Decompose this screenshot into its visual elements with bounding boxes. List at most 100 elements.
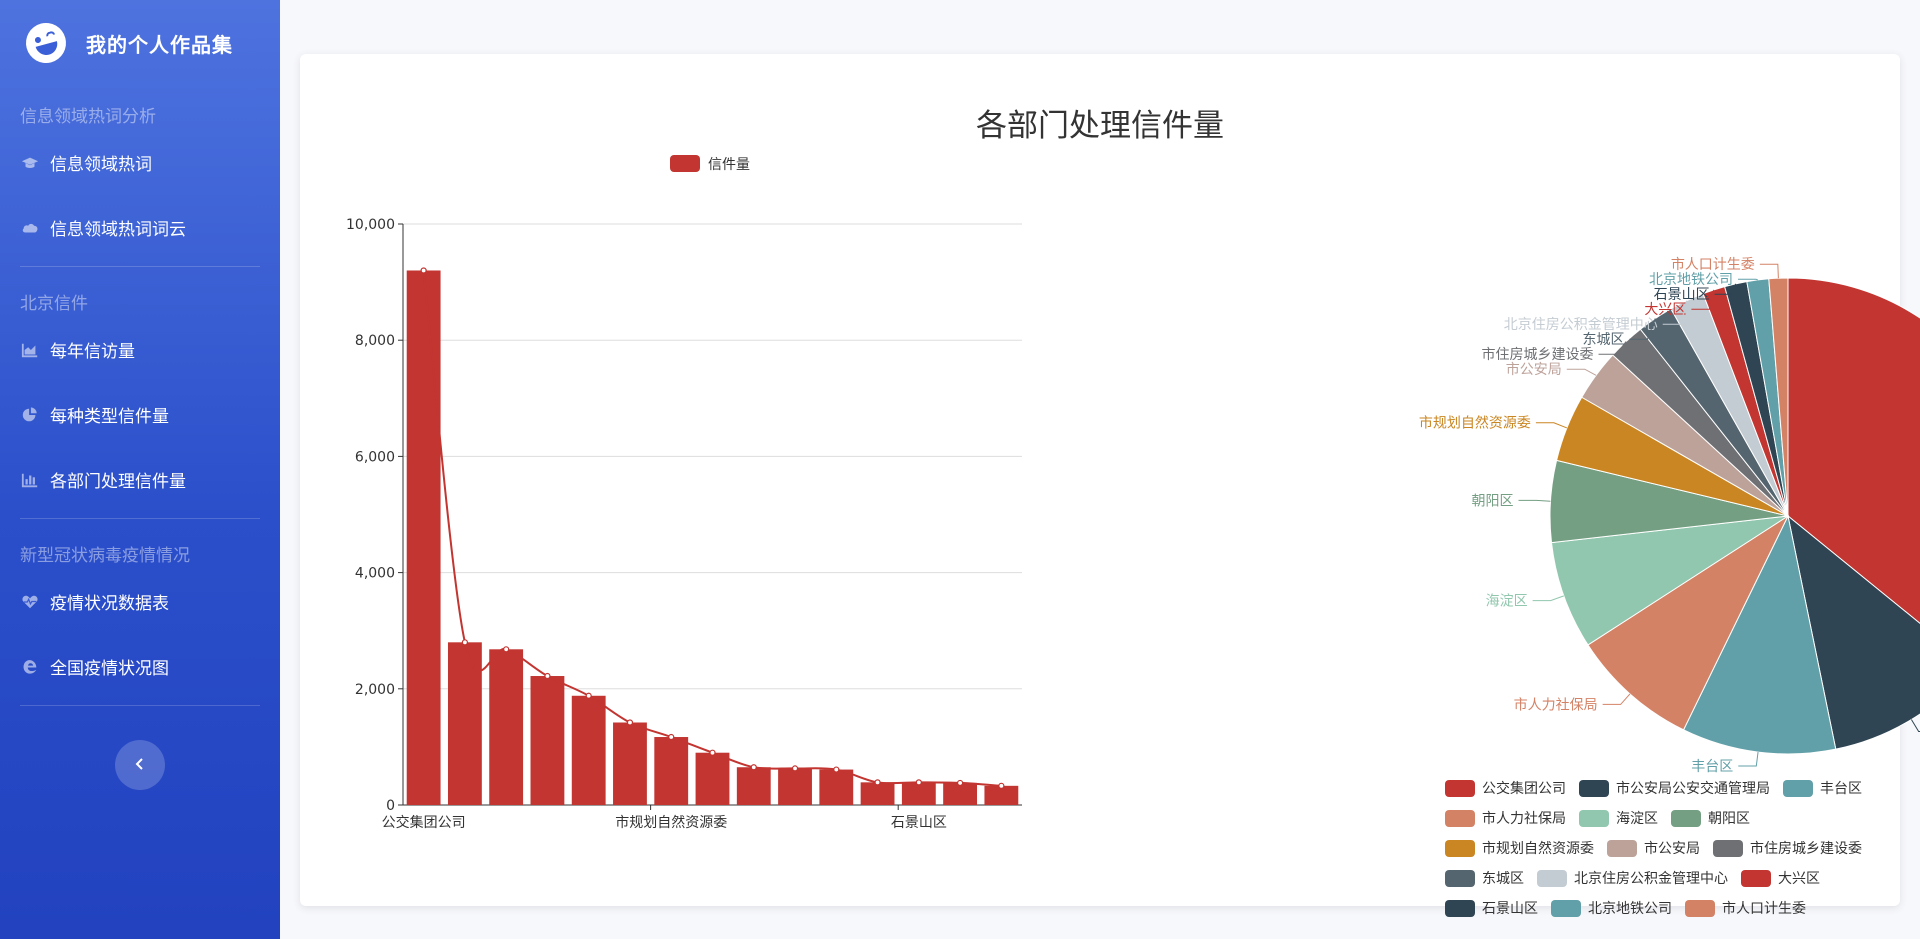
line-point — [668, 733, 675, 741]
x-tick-label: 市规划自然资源委 — [615, 814, 727, 831]
pie-label-line — [1566, 368, 1597, 376]
pie-label: 市公安局 — [1506, 361, 1562, 378]
legend-swatch — [1550, 900, 1581, 917]
bar — [819, 769, 854, 805]
sidebar-item-label: 信息领域热词词云 — [50, 220, 186, 240]
cloud-icon — [20, 218, 40, 238]
bar — [860, 782, 895, 805]
pie-label-line — [1532, 595, 1564, 602]
sidebar-item-covid-map[interactable]: 全国疫情状况图 — [0, 634, 280, 699]
bar — [530, 676, 565, 805]
line-point — [791, 765, 799, 772]
sidebar-item-label: 每年信访量 — [50, 342, 135, 362]
sidebar-divider — [20, 705, 260, 706]
brand[interactable]: 我的个人作品集 — [0, 0, 280, 86]
bar — [447, 642, 482, 805]
sidebar-item-label: 全国疫情状况图 — [50, 659, 169, 679]
pie-label: 北京住房公积金管理中心 — [1504, 317, 1658, 333]
series-line — [422, 270, 1002, 787]
legend-label: 丰台区 — [1820, 781, 1862, 797]
bar-chart-icon — [20, 470, 40, 490]
line-point — [915, 779, 922, 786]
brand-title: 我的个人作品集 — [86, 32, 233, 57]
sidebar-item-hotwords-cloud[interactable]: 信息领域热词词云 — [0, 195, 280, 260]
chart-title: 各部门处理信件量 — [976, 108, 1224, 144]
legend-label: 市住房城乡建设委 — [1750, 840, 1862, 857]
bar — [613, 722, 647, 805]
y-tick-label: 8,000 — [355, 333, 395, 349]
line-point — [461, 639, 468, 646]
pie-chart-icon — [20, 405, 40, 425]
bar — [406, 270, 441, 805]
bar — [984, 785, 1019, 805]
x-tick-label: 石景山区 — [891, 815, 947, 831]
pie-label: 市人力社保局 — [1514, 696, 1598, 713]
y-tick-label: 2,000 — [355, 682, 395, 698]
legend-label: 市人力社保局 — [1482, 810, 1566, 827]
pie-label-line — [1714, 283, 1737, 295]
legend-swatch — [1578, 810, 1609, 827]
x-tick-label: 公交集团公司 — [382, 814, 466, 831]
pie-label-line — [1759, 263, 1779, 279]
legend-swatch — [1606, 840, 1637, 857]
pie-slice — [1787, 277, 1920, 625]
pie-label: 大兴区 — [1644, 302, 1686, 318]
bar — [571, 695, 606, 805]
legend-label: 朝阳区 — [1708, 811, 1750, 827]
legend-label: 大兴区 — [1778, 871, 1820, 887]
pie-label-line — [1738, 752, 1759, 767]
sidebar-divider — [20, 518, 260, 519]
laughing-face-icon — [21, 18, 71, 68]
legend-swatch — [1445, 780, 1475, 797]
bar — [778, 768, 812, 805]
sidebar-toggle-button[interactable] — [115, 740, 165, 790]
edge-icon — [20, 657, 40, 677]
legend-label: 市规划自然资源委 — [1482, 840, 1594, 857]
line-point — [833, 766, 840, 773]
legend-swatch — [1445, 840, 1475, 857]
sidebar-item-covid-table[interactable]: 疫情状况数据表 — [0, 569, 280, 634]
bar — [736, 767, 771, 805]
legend-label: 石景山区 — [1482, 901, 1538, 917]
legend-swatch — [1445, 900, 1475, 917]
legend-swatch — [670, 155, 700, 172]
sidebar-item-yearly-letters[interactable]: 每年信访量 — [0, 317, 280, 382]
sidebar-item-letter-types[interactable]: 每种类型信件量 — [0, 382, 280, 447]
legend-label: 市人口计生委 — [1722, 900, 1806, 917]
legend-swatch — [1670, 810, 1701, 827]
pie-label: 东城区 — [1582, 332, 1624, 348]
pie-label-line — [1691, 289, 1715, 310]
bar — [695, 752, 730, 805]
sidebar: 我的个人作品集 信息领域热词分析 信息领域热词 信息领域热词词云 北京信件 每年… — [0, 0, 280, 939]
legend-label: 东城区 — [1482, 871, 1524, 887]
sidebar-item-label: 信息领域热词 — [50, 155, 152, 175]
line-point — [709, 749, 716, 756]
legend-label: 北京地铁公司 — [1588, 901, 1672, 917]
line-point — [503, 646, 510, 653]
y-tick-label: 10,000 — [346, 217, 395, 233]
sidebar-item-label: 疫情状况数据表 — [50, 594, 169, 614]
sidebar-item-department-letters[interactable]: 各部门处理信件量 — [0, 447, 280, 512]
legend-label: 市公安局 — [1644, 840, 1700, 857]
line-point — [585, 692, 592, 699]
pie-label-line — [1602, 693, 1631, 705]
pie-label: 石景山区 — [1654, 287, 1710, 303]
graduation-cap-icon — [20, 153, 40, 173]
bar — [654, 737, 689, 805]
line-point — [544, 672, 551, 680]
bar-chart: 信件量 0 2,000 4,000 6,000 8,000 10,000 公交集团公司 市规划自… — [346, 155, 1022, 831]
pie-label: 北京地铁公司 — [1649, 272, 1733, 288]
sidebar-item-hotwords[interactable]: 信息领域热词 — [0, 130, 280, 195]
pie-label: 朝阳区 — [1471, 493, 1513, 509]
pie-label-line — [1737, 278, 1758, 281]
line-point — [626, 719, 634, 726]
line-point — [420, 267, 427, 274]
sidebar-heading-hotwords: 信息领域热词分析 — [20, 106, 156, 127]
pie-label: 市住房城乡建设委 — [1482, 346, 1594, 363]
legend-swatch — [1445, 870, 1475, 887]
sidebar-heading-covid: 新型冠状病毒疫情情况 — [20, 545, 190, 566]
pie-chart: 公交集团公司市公安局公安交通管理局市人口计生委北京地铁公司石景山区大兴区北京住房… — [1419, 256, 1920, 917]
pie-slice — [1587, 514, 1790, 731]
pie-label: 丰台区 — [1691, 759, 1733, 775]
legend-swatch — [1740, 870, 1771, 887]
